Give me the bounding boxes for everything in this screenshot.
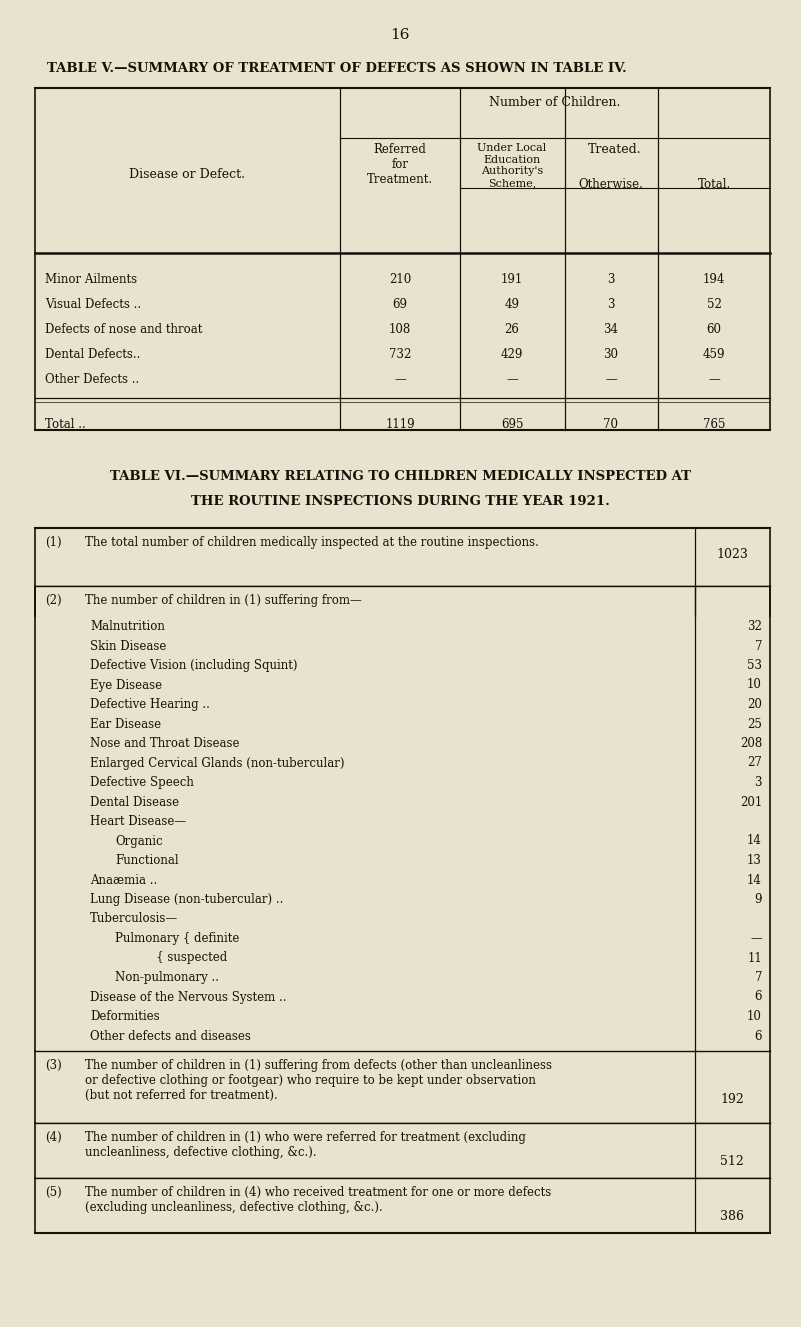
Text: 69: 69 [392,299,408,311]
Text: 14: 14 [747,835,762,848]
Text: The total number of children medically inspected at the routine inspections.: The total number of children medically i… [85,536,539,549]
Text: 30: 30 [603,348,618,361]
Text: Disease or Defect.: Disease or Defect. [129,169,245,180]
Text: 695: 695 [501,418,523,431]
Text: THE ROUTINE INSPECTIONS DURING THE YEAR 1921.: THE ROUTINE INSPECTIONS DURING THE YEAR … [191,495,610,508]
Text: 34: 34 [603,322,618,336]
Text: 192: 192 [720,1093,744,1105]
Text: 53: 53 [747,660,762,671]
Text: (5): (5) [45,1186,62,1200]
Text: Otherwise.: Otherwise. [578,178,643,191]
Text: Skin Disease: Skin Disease [90,640,167,653]
Text: 459: 459 [702,348,725,361]
Text: (1): (1) [45,536,62,549]
Text: 1119: 1119 [385,418,415,431]
Text: 6: 6 [755,990,762,1003]
Text: Defective Speech: Defective Speech [90,776,194,790]
Text: 3: 3 [755,776,762,790]
Text: Disease of the Nervous System ..: Disease of the Nervous System .. [90,990,287,1003]
Text: Enlarged Cervical Glands (non-tubercular): Enlarged Cervical Glands (non-tubercular… [90,756,344,770]
Text: Organic: Organic [115,835,163,848]
Text: 60: 60 [706,322,722,336]
Text: 26: 26 [505,322,519,336]
Text: 208: 208 [740,736,762,750]
Text: 14: 14 [747,873,762,886]
Text: 10: 10 [747,678,762,691]
Text: —: — [751,932,762,945]
Text: Anaæmia ..: Anaæmia .. [90,873,157,886]
Text: Other Defects ..: Other Defects .. [45,373,139,386]
Text: 20: 20 [747,698,762,711]
Text: TABLE V.—SUMMARY OF TREATMENT OF DEFECTS AS SHOWN IN TABLE IV.: TABLE V.—SUMMARY OF TREATMENT OF DEFECTS… [47,62,626,76]
Text: Malnutrition: Malnutrition [90,620,165,633]
Text: 429: 429 [501,348,523,361]
Text: Defective Hearing ..: Defective Hearing .. [90,698,210,711]
Text: Heart Disease—: Heart Disease— [90,815,186,828]
Text: 11: 11 [747,951,762,965]
Text: —: — [394,373,406,386]
Text: Defects of nose and throat: Defects of nose and throat [45,322,203,336]
Text: 210: 210 [388,273,411,287]
Text: 201: 201 [740,795,762,808]
Text: 49: 49 [505,299,520,311]
Text: Referred
for
Treatment.: Referred for Treatment. [367,143,433,186]
Text: 16: 16 [390,28,410,42]
Text: 70: 70 [603,418,618,431]
Text: Functional: Functional [115,855,179,867]
Text: The number of children in (1) suffering from—: The number of children in (1) suffering … [85,594,362,606]
Text: Deformities: Deformities [90,1010,159,1023]
Text: 765: 765 [702,418,725,431]
Text: The number of children in (1) who were referred for treatment (excluding
unclean: The number of children in (1) who were r… [85,1131,526,1158]
Text: Other defects and diseases: Other defects and diseases [90,1030,251,1043]
Text: Dental Disease: Dental Disease [90,795,179,808]
Text: Dental Defects..: Dental Defects.. [45,348,140,361]
Text: 9: 9 [755,893,762,906]
Text: —: — [605,373,617,386]
Text: 7: 7 [755,971,762,985]
Text: Pulmonary { definite: Pulmonary { definite [115,932,239,945]
Text: The number of children in (1) suffering from defects (other than uncleanliness
o: The number of children in (1) suffering … [85,1059,552,1101]
Text: Ear Disease: Ear Disease [90,718,161,730]
Text: —: — [708,373,720,386]
Text: 52: 52 [706,299,722,311]
Text: 386: 386 [720,1210,744,1223]
Text: Defective Vision (including Squint): Defective Vision (including Squint) [90,660,297,671]
Text: 6: 6 [755,1030,762,1043]
Text: —: — [506,373,518,386]
Text: Lung Disease (non-tubercular) ..: Lung Disease (non-tubercular) .. [90,893,284,906]
Text: 3: 3 [607,299,614,311]
Text: 25: 25 [747,718,762,730]
Text: 732: 732 [388,348,411,361]
Text: The number of children in (4) who received treatment for one or more defects
(ex: The number of children in (4) who receiv… [85,1186,551,1214]
Text: Number of Children.: Number of Children. [489,96,621,109]
Text: 13: 13 [747,855,762,867]
Text: Non-pulmonary ..: Non-pulmonary .. [115,971,219,985]
Text: { suspected: { suspected [115,951,227,965]
Text: TABLE VI.—SUMMARY RELATING TO CHILDREN MEDICALLY INSPECTED AT: TABLE VI.—SUMMARY RELATING TO CHILDREN M… [110,470,690,483]
Text: 512: 512 [720,1154,744,1168]
Text: Treated.: Treated. [588,143,642,157]
Text: Nose and Throat Disease: Nose and Throat Disease [90,736,239,750]
Text: Under Local
Education
Authority's
Scheme,: Under Local Education Authority's Scheme… [477,143,546,188]
Text: (4): (4) [45,1131,62,1144]
Text: 10: 10 [747,1010,762,1023]
Text: 3: 3 [607,273,614,287]
Text: 191: 191 [501,273,523,287]
Text: Total.: Total. [698,178,731,191]
Text: Minor Ailments: Minor Ailments [45,273,137,287]
Text: Eye Disease: Eye Disease [90,678,162,691]
Text: 1023: 1023 [716,548,748,561]
Text: 32: 32 [747,620,762,633]
Text: 194: 194 [702,273,725,287]
Text: 108: 108 [388,322,411,336]
Text: Visual Defects ..: Visual Defects .. [45,299,141,311]
Text: (3): (3) [45,1059,62,1072]
Text: Tuberculosis—: Tuberculosis— [90,913,178,925]
Text: (2): (2) [45,594,62,606]
Text: Total ..: Total .. [45,418,86,431]
Text: 7: 7 [755,640,762,653]
Text: 27: 27 [747,756,762,770]
